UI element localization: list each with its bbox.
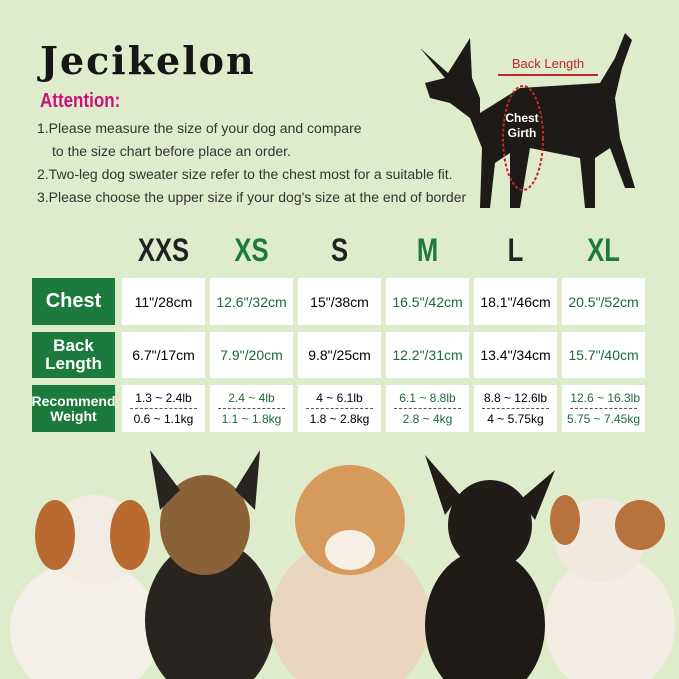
chest-cell: 16.5"/42cm <box>386 278 469 325</box>
weight-lb: 8.8 ~ 12.6lb <box>482 388 549 409</box>
size-s: S <box>330 232 349 268</box>
label-line: Recommend <box>31 392 116 409</box>
row-label-chest: Chest <box>32 278 115 325</box>
weight-cell: 1.3 ~ 2.4lb 0.6 ~ 1.1kg <box>122 385 205 432</box>
dog-1 <box>10 495 160 679</box>
weight-kg: 2.8 ~ 4kg <box>402 412 453 426</box>
size-xxs: XXS <box>137 232 190 268</box>
dog-measurement-diagram: Back Length Chest Girth <box>420 33 635 208</box>
weight-lb: 6.1 ~ 8.8lb <box>394 388 461 409</box>
size-m: M <box>416 232 439 268</box>
note-3: 3.Please choose the upper size if your d… <box>37 189 467 205</box>
back-length-cell: 9.8"/25cm <box>298 332 381 378</box>
size-xl: XL <box>587 232 620 268</box>
chest-cell: 20.5"/52cm <box>562 278 645 325</box>
dog-4 <box>425 455 555 679</box>
back-length-cell: 12.2"/31cm <box>386 332 469 378</box>
weight-cell: 12.6 ~ 16.3lb 5.75 ~ 7.45kg <box>562 385 645 432</box>
weight-kg: 1.8 ~ 2.8kg <box>309 412 370 426</box>
note-1: 1.Please measure the size of your dog an… <box>37 120 362 136</box>
weight-lb: 4 ~ 6.1lb <box>306 388 373 409</box>
dogs-photo <box>10 450 675 679</box>
chest-cell: 12.6"/32cm <box>210 278 293 325</box>
chest-cell: 15"/38cm <box>298 278 381 325</box>
dog-5 <box>545 495 675 679</box>
weight-lb: 2.4 ~ 4lb <box>218 388 285 409</box>
size-l: L <box>507 232 524 268</box>
brand-title: Jecikelon <box>40 38 256 83</box>
weight-kg: 4 ~ 5.75kg <box>487 412 544 426</box>
weight-kg: 5.75 ~ 7.45kg <box>566 412 641 426</box>
dog-3 <box>270 465 430 679</box>
note-2: 2.Two-leg dog sweater size refer to the … <box>37 166 453 182</box>
chest-cell: 18.1"/46cm <box>474 278 557 325</box>
chest-girth-label-1: Chest <box>505 111 538 125</box>
attention-heading: Attention: <box>40 90 121 112</box>
weight-lb: 12.6 ~ 16.3lb <box>570 388 640 409</box>
row-label-back-length: Back Length <box>32 332 115 378</box>
dog-2 <box>145 450 275 679</box>
weight-cell: 8.8 ~ 12.6lb 4 ~ 5.75kg <box>474 385 557 432</box>
back-length-cell: 15.7"/40cm <box>562 332 645 378</box>
back-length-cell: 7.9"/20cm <box>210 332 293 378</box>
weight-kg: 1.1 ~ 1.8kg <box>221 412 282 426</box>
row-label-weight: Recommend Weight <box>31 385 116 432</box>
chest-cell: 11"/28cm <box>122 278 205 325</box>
back-length-label: Back Length <box>512 56 584 71</box>
dog-silhouette <box>420 33 635 208</box>
chest-girth-label-2: Girth <box>508 126 537 140</box>
weight-cell: 2.4 ~ 4lb 1.1 ~ 1.8kg <box>210 385 293 432</box>
weight-cell: 4 ~ 6.1lb 1.8 ~ 2.8kg <box>298 385 381 432</box>
label-line: Weight <box>50 407 97 424</box>
back-length-cell: 13.4"/34cm <box>474 332 557 378</box>
label-line: Back <box>53 336 94 356</box>
weight-cell: 6.1 ~ 8.8lb 2.8 ~ 4kg <box>386 385 469 432</box>
note-1-cont: to the size chart before place an order. <box>52 143 291 159</box>
weight-kg: 0.6 ~ 1.1kg <box>133 412 194 426</box>
weight-lb: 1.3 ~ 2.4lb <box>130 388 197 409</box>
size-xs: XS <box>234 232 269 268</box>
label-line: Length <box>45 354 102 373</box>
back-length-cell: 6.7"/17cm <box>122 332 205 378</box>
